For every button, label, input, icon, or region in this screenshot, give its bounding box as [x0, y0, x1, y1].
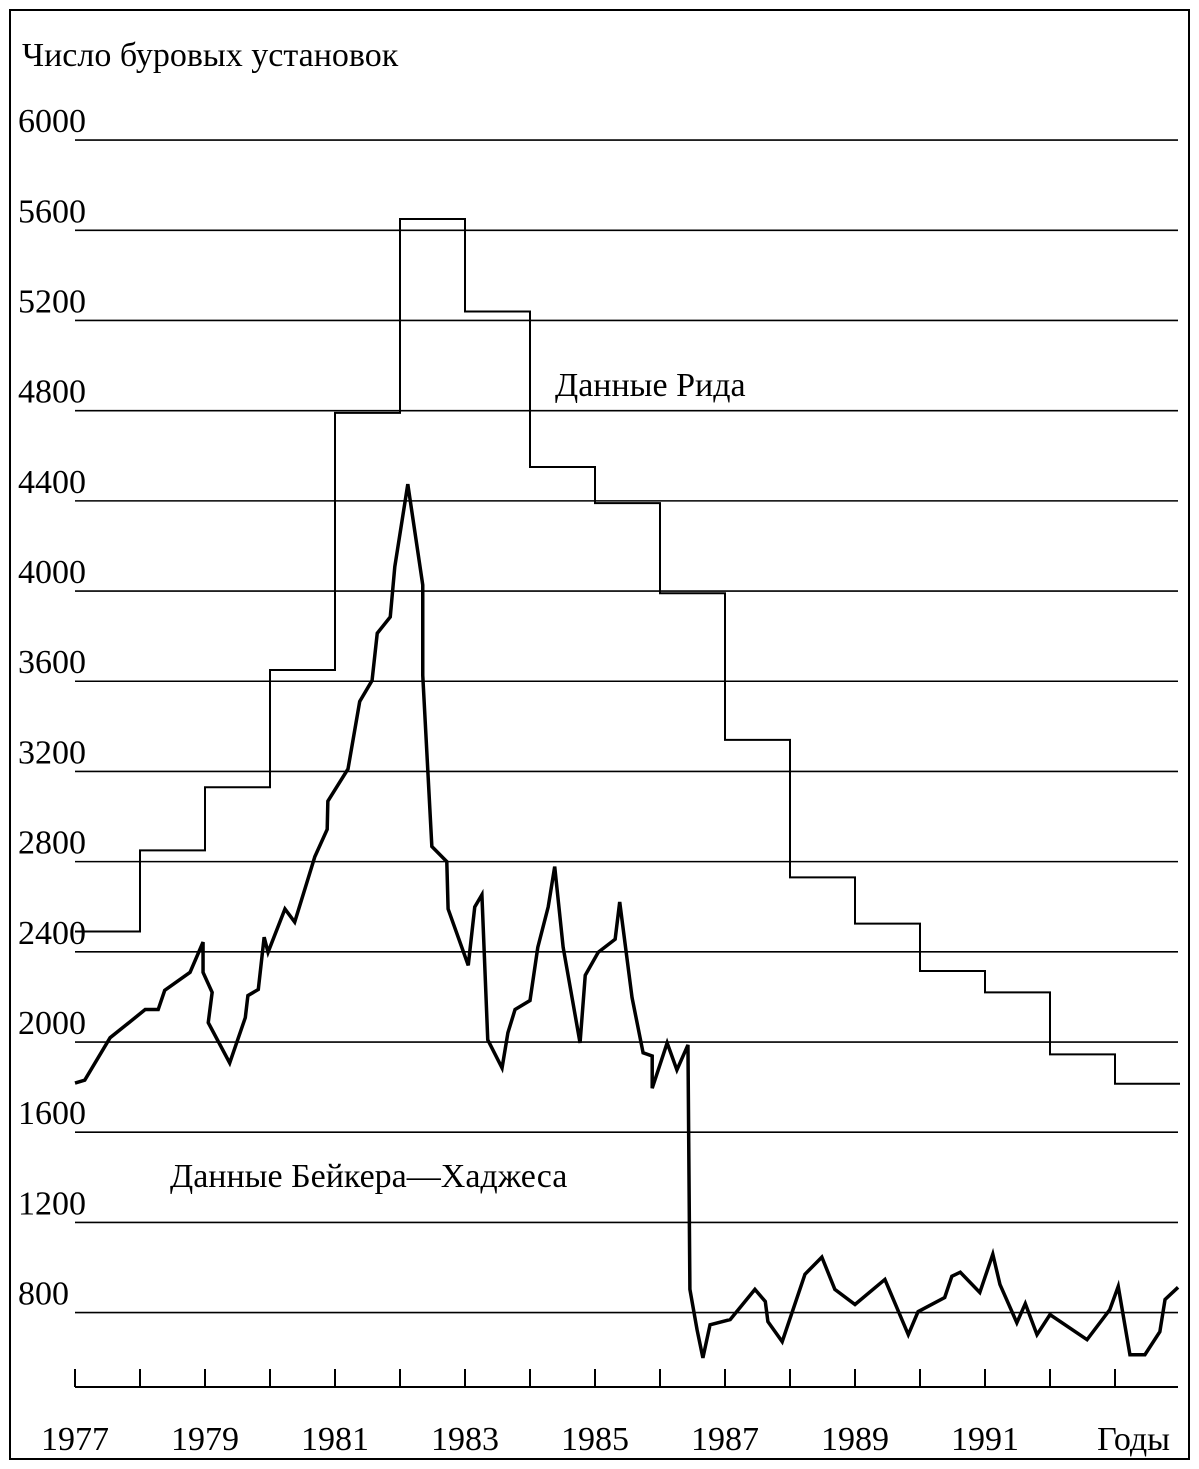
x-tick-label: 1987: [691, 1421, 759, 1458]
x-tick-label: 1991: [951, 1421, 1019, 1458]
frame: [9, 9, 1190, 1460]
series-line: [74, 483, 1180, 1359]
y-tick-label: 3200: [18, 734, 86, 771]
series-label: Данные Рида: [555, 367, 746, 404]
y-tick-label: 4000: [18, 554, 86, 591]
y-tick-label: 4800: [18, 374, 86, 411]
y-tick-label: 2400: [18, 915, 86, 952]
y-tick-label: 1200: [18, 1185, 86, 1222]
y-tick-label: 5200: [18, 283, 86, 320]
y-tick-label: 800: [18, 1276, 69, 1313]
y-tick-label: 1600: [18, 1095, 86, 1132]
x-tick-label: 1983: [431, 1421, 499, 1458]
x-tick-label: 1979: [171, 1421, 239, 1458]
x-tick-label: 1989: [821, 1421, 889, 1458]
series-label: Данные Бейкера—Хаджеса: [170, 1158, 567, 1195]
x-tick-label: 1981: [301, 1421, 369, 1458]
x-axis-label: Годы: [1097, 1421, 1170, 1458]
series-line: [75, 218, 1180, 1085]
y-tick-label: 5600: [18, 193, 86, 230]
y-tick-label: 3600: [18, 644, 86, 681]
x-tick-label: 1985: [561, 1421, 629, 1458]
y-tick-label: 2800: [18, 825, 86, 862]
y-tick-label: 4400: [18, 464, 86, 501]
y-tick-label: 2000: [18, 1005, 86, 1042]
y-tick-label: 6000: [18, 103, 86, 140]
x-tick-label: 1977: [41, 1421, 109, 1458]
y-axis-label: Число буровых установок: [22, 37, 399, 74]
